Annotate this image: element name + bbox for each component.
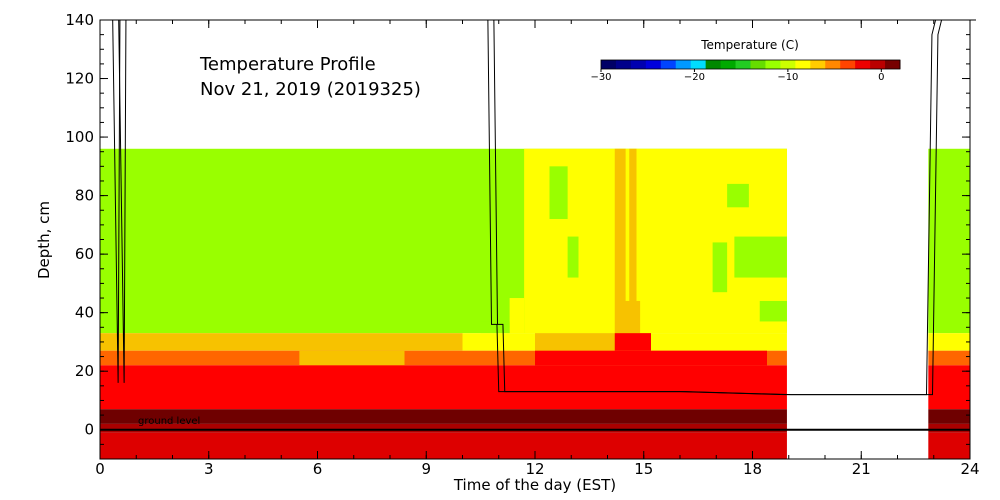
- colorbar-cell: [870, 60, 886, 69]
- x-tick-label: 9: [421, 460, 431, 478]
- heatmap-cell: [100, 423, 787, 433]
- heatmap-cell: [509, 298, 525, 334]
- x-tick-label: 15: [634, 460, 653, 478]
- colorbar-cell: [855, 60, 871, 69]
- ground-level-annotation: ground level: [138, 416, 200, 427]
- heatmap-blocks: [100, 148, 970, 459]
- colorbar-cell: [765, 60, 781, 69]
- colorbar-cell: [735, 60, 751, 69]
- y-tick-label: 0: [84, 421, 94, 439]
- colorbar-ticks: −30 −20 −10 0: [590, 69, 885, 83]
- heatmap-cell: [928, 423, 970, 433]
- colorbar-cell: [780, 60, 796, 69]
- x-tick-label: 24: [960, 460, 979, 478]
- x-axis-ticks: 0 3 6 9 12 15 18 21 24: [95, 20, 980, 478]
- colorbar-cell: [705, 60, 722, 69]
- y-tick-label: 20: [75, 362, 94, 380]
- chart-title-line-2: Nov 21, 2019 (2019325): [200, 79, 421, 100]
- colorbar-tick-label: −20: [684, 72, 705, 83]
- y-axis-ticks: 0 20 40 60 80 100 120 140: [65, 11, 970, 460]
- heatmap-cell: [549, 166, 568, 220]
- y-tick-label: 60: [75, 245, 94, 263]
- heatmap-cell: [629, 148, 637, 334]
- heatmap-cell: [759, 300, 787, 322]
- heatmap-cell: [535, 350, 767, 366]
- colorbar-frame: [600, 59, 901, 70]
- heatmap-cell: [614, 148, 626, 334]
- colorbar-cell: [675, 60, 692, 69]
- colorbar-cell: [825, 60, 841, 69]
- y-tick-label: 80: [75, 187, 94, 205]
- y-tick-label: 100: [65, 128, 94, 146]
- x-tick-label: 0: [95, 460, 105, 478]
- x-tick-label: 21: [852, 460, 871, 478]
- profile-line-shadow: [106, 19, 976, 396]
- x-tick-label: 6: [313, 460, 323, 478]
- colorbar-cell: [615, 60, 632, 69]
- colorbar-cell: [690, 60, 707, 69]
- colorbar-cell: [810, 60, 826, 69]
- heatmap-cell: [928, 333, 970, 351]
- x-axis-label: Time of the day (EST): [453, 476, 616, 494]
- colorbar-cells: [600, 59, 901, 70]
- air-temperature-profile-line: [100, 19, 976, 396]
- colorbar-cell: [645, 60, 662, 69]
- heatmap-cell: [567, 236, 579, 278]
- colorbar-cell: [660, 60, 677, 69]
- colorbar-cell: [885, 60, 901, 69]
- heatmap-cell: [928, 409, 970, 424]
- y-tick-label: 140: [65, 11, 94, 29]
- heatmap-cell: [712, 242, 728, 293]
- colorbar-cell: [720, 60, 737, 69]
- heatmap-cell: [928, 432, 970, 459]
- colorbar: Temperature (C) −30 −20 −10 0: [590, 38, 901, 83]
- heatmap-cell: [727, 183, 749, 208]
- y-tick-label: 120: [65, 70, 94, 88]
- colorbar-cell: [630, 60, 647, 69]
- heatmap-cell: [928, 350, 970, 366]
- heatmap-cell: [614, 333, 651, 351]
- colorbar-tick-label: −30: [590, 72, 611, 83]
- heatmap-cell: [618, 300, 641, 334]
- x-tick-label: 3: [204, 460, 214, 478]
- colorbar-tick-label: −10: [777, 72, 798, 83]
- y-tick-label: 40: [75, 304, 94, 322]
- y-axis-label: Depth, cm: [35, 201, 53, 279]
- chart-title-line-1: Temperature Profile: [199, 54, 376, 75]
- heatmap-cell: [299, 350, 405, 366]
- colorbar-cell: [750, 60, 766, 69]
- x-tick-label: 18: [743, 460, 762, 478]
- heatmap-cell: [480, 321, 510, 334]
- heatmap-cell: [928, 365, 970, 410]
- colorbar-tick-label: 0: [878, 72, 884, 83]
- heatmap-cell: [734, 236, 787, 278]
- heatmap-cell: [100, 365, 787, 410]
- colorbar-title: Temperature (C): [700, 38, 799, 52]
- colorbar-cell: [601, 60, 617, 69]
- heatmap-cell: [100, 409, 787, 424]
- colorbar-cell: [840, 60, 856, 69]
- heatmap-cell: [100, 432, 787, 459]
- heatmap-cell: [100, 333, 463, 351]
- colorbar-cell: [795, 60, 811, 69]
- x-tick-label: 12: [525, 460, 544, 478]
